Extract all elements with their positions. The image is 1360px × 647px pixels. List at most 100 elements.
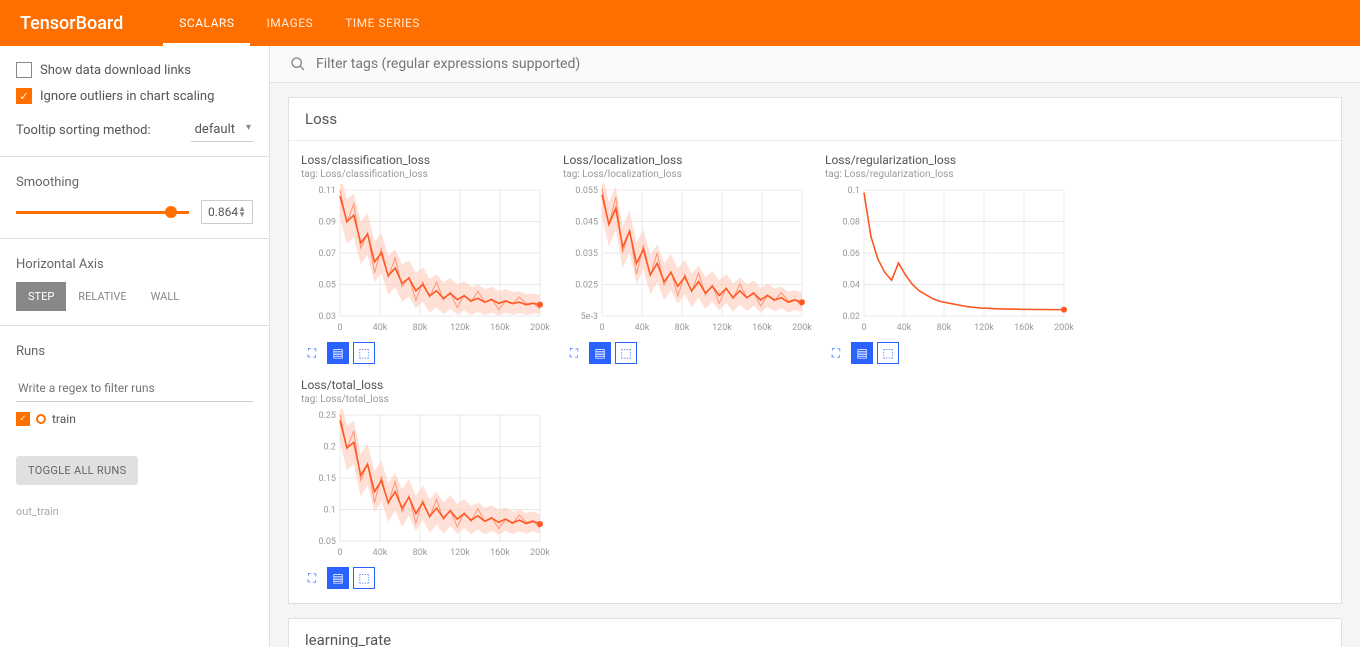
- svg-text:200k: 200k: [530, 323, 550, 333]
- section-learning-rate: learning_rate learning_rate tag: learnin…: [288, 618, 1342, 647]
- content-area: Loss Loss/classification_loss tag: Loss/…: [270, 46, 1360, 647]
- section-title[interactable]: Loss: [289, 98, 1341, 141]
- svg-text:200k: 200k: [792, 323, 812, 333]
- section-loss: Loss Loss/classification_loss tag: Loss/…: [288, 97, 1342, 604]
- svg-text:40k: 40k: [373, 548, 388, 558]
- svg-text:0.06: 0.06: [842, 249, 860, 259]
- axis-button-wall[interactable]: WALL: [139, 282, 192, 311]
- smoothing-label: Smoothing: [16, 175, 253, 190]
- brand-title: TensorBoard: [20, 13, 123, 34]
- svg-text:0.05: 0.05: [318, 281, 336, 291]
- header-tab-images[interactable]: IMAGES: [250, 0, 329, 46]
- tooltip-sort-label: Tooltip sorting method:: [16, 123, 151, 138]
- smoothing-slider[interactable]: [16, 211, 189, 214]
- svg-text:0.025: 0.025: [575, 281, 598, 291]
- chart-svg: 0.110.090.070.050.03040k80k120k160k200k: [297, 184, 551, 334]
- svg-text:0.02: 0.02: [842, 312, 860, 322]
- svg-text:0: 0: [337, 323, 342, 333]
- svg-text:160k: 160k: [490, 548, 510, 558]
- smoothing-slider-thumb[interactable]: [165, 206, 177, 218]
- tooltip-sort-select[interactable]: default: [191, 118, 253, 142]
- svg-text:0.03: 0.03: [318, 312, 336, 322]
- svg-text:0.05: 0.05: [318, 537, 336, 547]
- svg-text:120k: 120k: [712, 323, 732, 333]
- svg-text:0.11: 0.11: [318, 186, 336, 196]
- svg-text:0.1: 0.1: [324, 506, 337, 516]
- fit-icon[interactable]: ⬚: [353, 567, 375, 589]
- svg-text:40k: 40k: [373, 323, 388, 333]
- smoothing-value-input[interactable]: 0.864 ▲▼: [201, 200, 253, 224]
- search-icon: [290, 56, 306, 72]
- svg-text:120k: 120k: [450, 548, 470, 558]
- horizontal-axis-label: Horizontal Axis: [16, 257, 253, 272]
- svg-text:80k: 80k: [937, 323, 952, 333]
- svg-text:0.055: 0.055: [575, 186, 598, 196]
- axis-button-step[interactable]: STEP: [16, 282, 66, 311]
- svg-text:200k: 200k: [1054, 323, 1074, 333]
- chart-title: Loss/total_loss: [297, 376, 551, 394]
- tag-filter-input[interactable]: [316, 56, 1340, 72]
- chart-subtitle: tag: Loss/total_loss: [297, 394, 551, 409]
- header-tabs: SCALARSIMAGESTIME SERIES: [163, 0, 436, 46]
- svg-text:0: 0: [599, 323, 604, 333]
- chart-card: Loss/classification_loss tag: Loss/class…: [297, 151, 551, 368]
- chart-toolbar: ⛶ ▤ ⬚: [559, 338, 813, 368]
- svg-text:0.04: 0.04: [842, 281, 860, 291]
- toggle-y-icon[interactable]: ▤: [589, 342, 611, 364]
- chart-svg: 0.0550.0450.0350.0255e-3040k80k120k160k2…: [559, 184, 813, 334]
- expand-icon[interactable]: ⛶: [563, 342, 585, 364]
- expand-icon[interactable]: ⛶: [301, 342, 323, 364]
- section-title[interactable]: learning_rate: [289, 619, 1341, 647]
- svg-text:160k: 160k: [1014, 323, 1034, 333]
- svg-text:0.2: 0.2: [324, 443, 337, 453]
- svg-text:0.08: 0.08: [842, 218, 860, 228]
- svg-text:5e-3: 5e-3: [581, 312, 598, 322]
- ignore-outliers-checkbox[interactable]: [16, 88, 32, 104]
- show-download-label: Show data download links: [40, 63, 191, 78]
- run-checkbox[interactable]: [16, 412, 30, 426]
- svg-text:200k: 200k: [530, 548, 550, 558]
- toggle-y-icon[interactable]: ▤: [327, 342, 349, 364]
- horizontal-axis-buttons: STEPRELATIVEWALL: [16, 282, 253, 311]
- toggle-y-icon[interactable]: ▤: [327, 567, 349, 589]
- toggle-all-runs-button[interactable]: TOGGLE ALL RUNS: [16, 456, 138, 485]
- expand-icon[interactable]: ⛶: [301, 567, 323, 589]
- app-header: TensorBoard SCALARSIMAGESTIME SERIES: [0, 0, 1360, 46]
- svg-text:160k: 160k: [490, 323, 510, 333]
- chart-title: Loss/regularization_loss: [821, 151, 1075, 169]
- runs-filter-input[interactable]: [16, 375, 253, 402]
- chart-svg: 0.25 0.2 0.15 0.1 0.050 40k 80k 120k 160k 200k: [297, 409, 551, 559]
- sidebar: Show data download links Ignore outliers…: [0, 46, 270, 647]
- chart-subtitle: tag: Loss/localization_loss: [559, 169, 813, 184]
- out-path: out_train: [16, 505, 253, 518]
- tag-filter-bar: [270, 46, 1360, 83]
- expand-icon[interactable]: ⛶: [825, 342, 847, 364]
- svg-text:0: 0: [861, 323, 866, 333]
- run-item[interactable]: train: [16, 412, 253, 426]
- svg-text:80k: 80k: [413, 548, 428, 558]
- header-tab-time-series[interactable]: TIME SERIES: [329, 0, 436, 46]
- svg-text:80k: 80k: [413, 323, 428, 333]
- fit-icon[interactable]: ⬚: [615, 342, 637, 364]
- chart-subtitle: tag: Loss/classification_loss: [297, 169, 551, 184]
- svg-text:0.035: 0.035: [575, 249, 598, 259]
- smoothing-stepper[interactable]: ▲▼: [238, 206, 246, 218]
- chart-title: Loss/localization_loss: [559, 151, 813, 169]
- chart-svg: 0.10.080.060.040.02040k80k120k160k200k: [821, 184, 1075, 334]
- header-tab-scalars[interactable]: SCALARS: [163, 0, 250, 46]
- run-color-dot: [36, 414, 46, 424]
- fit-icon[interactable]: ⬚: [353, 342, 375, 364]
- svg-text:80k: 80k: [675, 323, 690, 333]
- svg-text:0.25: 0.25: [318, 411, 336, 421]
- svg-text:160k: 160k: [752, 323, 772, 333]
- show-download-checkbox[interactable]: [16, 62, 32, 78]
- chart-card: Loss/regularization_loss tag: Loss/regul…: [821, 151, 1075, 368]
- chart-card: Loss/localization_loss tag: Loss/localiz…: [559, 151, 813, 368]
- ignore-outliers-label: Ignore outliers in chart scaling: [40, 89, 214, 104]
- toggle-y-icon[interactable]: ▤: [851, 342, 873, 364]
- chart-toolbar: ⛶ ▤ ⬚: [297, 338, 551, 368]
- svg-text:0: 0: [337, 548, 342, 558]
- svg-text:0.15: 0.15: [318, 474, 336, 484]
- axis-button-relative[interactable]: RELATIVE: [66, 282, 138, 311]
- fit-icon[interactable]: ⬚: [877, 342, 899, 364]
